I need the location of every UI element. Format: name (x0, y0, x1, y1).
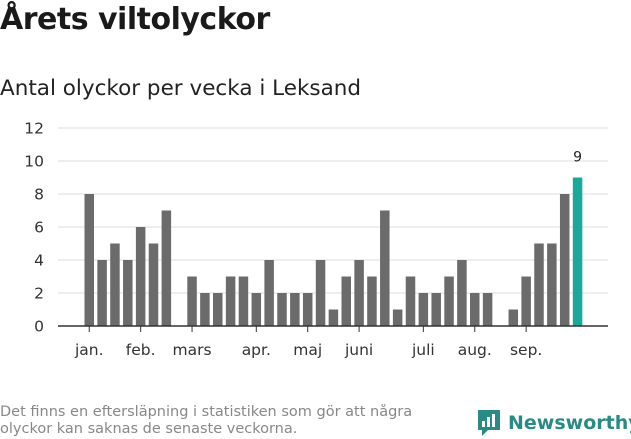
x-tick-label: apr. (242, 341, 271, 359)
bar (264, 260, 274, 326)
bar (123, 260, 133, 326)
x-tick-label: jan. (74, 341, 104, 359)
bar (392, 309, 403, 326)
bar (84, 194, 94, 326)
footnote: Det finns en eftersläpning i statistiken… (0, 404, 413, 437)
bar (470, 293, 480, 326)
bar (251, 293, 262, 326)
bar-highlight (572, 177, 583, 326)
bar (302, 293, 313, 326)
chart-title: Årets viltolyckor (0, 2, 270, 37)
bar (405, 276, 416, 326)
x-tick-label: mars (173, 341, 212, 359)
y-tick-label: 6 (34, 219, 44, 237)
brand-name: Newsworthy (508, 412, 631, 434)
data-labels: 9 (573, 150, 582, 166)
x-tick-label: aug. (458, 341, 492, 359)
bar (444, 276, 454, 326)
bar (354, 260, 364, 326)
bar (110, 243, 120, 326)
bar (213, 293, 223, 326)
bar (187, 276, 197, 326)
bar (290, 293, 300, 326)
data-label: 9 (573, 150, 582, 166)
x-axis-ticks: jan. feb. mars apr. maj juni juli aug. sep. (74, 326, 542, 359)
y-tick-label: 0 (34, 318, 44, 336)
bar (238, 276, 249, 326)
x-tick-label: maj (293, 341, 322, 359)
bar (97, 260, 107, 326)
bar (457, 260, 467, 326)
bars (84, 177, 583, 326)
bar (431, 293, 441, 326)
bar (521, 276, 531, 326)
y-tick-label: 4 (34, 252, 44, 270)
y-tick-label: 12 (24, 120, 44, 138)
newsworthy-logo-icon (478, 410, 500, 436)
bar (380, 210, 390, 326)
bar (148, 243, 159, 326)
y-tick-label: 10 (24, 153, 44, 171)
bar (161, 210, 172, 326)
y-tick-label: 2 (34, 285, 44, 303)
y-axis-ticks: 0 2 4 6 8 10 12 (24, 120, 44, 336)
bar (135, 227, 146, 326)
x-tick-label: sep. (510, 341, 542, 359)
bar (315, 260, 326, 326)
x-tick-label: juli (411, 341, 435, 359)
y-tick-label: 8 (34, 186, 44, 204)
bar (547, 243, 557, 326)
bar (341, 276, 351, 326)
bar (534, 243, 544, 326)
bar (200, 293, 210, 326)
bar-chart: 0 2 4 6 8 10 12 jan. feb. mars apr. maj juni juli aug… (24, 120, 608, 359)
bar (418, 293, 429, 326)
x-tick-label: juni (344, 341, 373, 359)
bar (225, 276, 236, 326)
bar (482, 293, 493, 326)
bar (559, 194, 570, 326)
bar (508, 309, 519, 326)
bar (367, 276, 377, 326)
brand-logo: Newsworthy (476, 408, 631, 438)
bar (277, 293, 287, 326)
bar (328, 309, 339, 326)
x-tick-label: feb. (126, 341, 156, 359)
chart-subtitle: Antal olyckor per vecka i Leksand (0, 76, 362, 101)
